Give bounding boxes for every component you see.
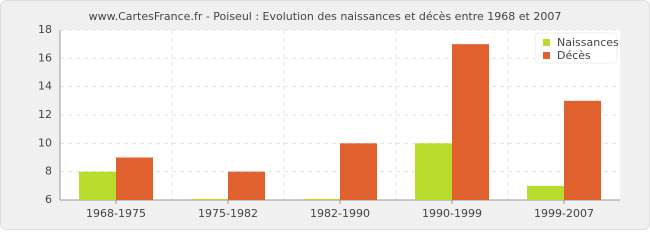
x-tick-label: 1975-1982 bbox=[198, 207, 258, 220]
legend-label: Naissances bbox=[557, 36, 619, 49]
chart-title: www.CartesFrance.fr - Poiseul : Evolutio… bbox=[89, 10, 562, 23]
bar bbox=[303, 199, 340, 200]
y-tick-label: 14 bbox=[38, 80, 52, 93]
x-tick-label: 1990-1999 bbox=[422, 207, 482, 220]
legend-box bbox=[534, 32, 618, 64]
bar bbox=[116, 157, 153, 200]
bar bbox=[564, 100, 601, 200]
bar bbox=[191, 199, 228, 200]
legend-swatch bbox=[543, 39, 550, 46]
page: www.CartesFrance.fr - Poiseul : Evolutio… bbox=[0, 0, 650, 230]
y-tick-label: 12 bbox=[38, 108, 52, 121]
legend-label: Décès bbox=[557, 49, 591, 62]
bar bbox=[79, 171, 116, 200]
x-tick-label: 1982-1990 bbox=[310, 207, 370, 220]
bar bbox=[228, 171, 265, 200]
y-tick-label: 10 bbox=[38, 136, 52, 149]
bar bbox=[340, 143, 377, 200]
y-tick-label: 18 bbox=[38, 23, 52, 36]
x-tick-label: 1999-2007 bbox=[534, 207, 594, 220]
y-tick-label: 8 bbox=[45, 165, 52, 178]
bar bbox=[415, 143, 452, 200]
y-tick-label: 16 bbox=[38, 51, 52, 64]
chart: www.CartesFrance.fr - Poiseul : Evolutio… bbox=[0, 0, 650, 230]
bar bbox=[527, 185, 564, 200]
y-tick-label: 6 bbox=[45, 193, 52, 206]
legend-swatch bbox=[543, 52, 550, 59]
bar bbox=[452, 44, 489, 200]
x-tick-label: 1968-1975 bbox=[86, 207, 146, 220]
